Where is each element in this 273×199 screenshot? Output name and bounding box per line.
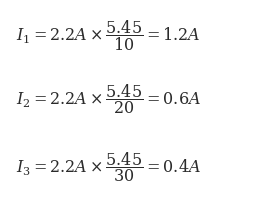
- Text: $I_3 = 2.2A \times \dfrac{5.45}{30} = 0.4A$: $I_3 = 2.2A \times \dfrac{5.45}{30} = 0.…: [16, 150, 201, 184]
- Text: $I_1 = 2.2A \times \dfrac{5.45}{10} = 1.2A$: $I_1 = 2.2A \times \dfrac{5.45}{10} = 1.…: [16, 18, 201, 53]
- Text: $I_2 = 2.2A \times \dfrac{5.45}{20} = 0.6A$: $I_2 = 2.2A \times \dfrac{5.45}{20} = 0.…: [16, 83, 201, 116]
